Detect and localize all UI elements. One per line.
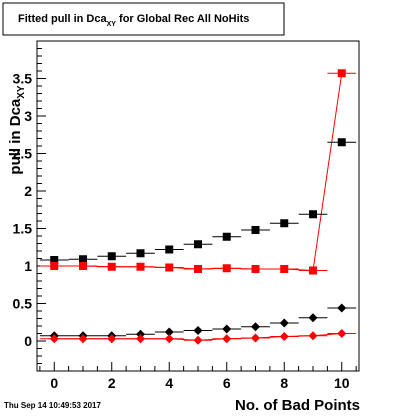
diamond-marker (193, 326, 203, 335)
y-tick-label: 3.5 (13, 71, 33, 87)
diamond-marker (251, 322, 260, 332)
data-marks (39, 69, 357, 345)
chart-title-subscript: XY (107, 21, 117, 28)
y-tick-label: 0.5 (13, 296, 33, 312)
square-marker (79, 255, 87, 264)
y-tick-label: 2 (24, 183, 32, 199)
diamond-marker (49, 334, 59, 344)
diamond-marker (279, 318, 289, 328)
diamond-marker (78, 334, 88, 344)
square-marker (136, 249, 145, 258)
timestamp: Thu Sep 14 10:49:53 2017 (4, 401, 101, 410)
diamond-marker (337, 329, 347, 338)
y-tick-label: 3 (24, 108, 32, 124)
x-tick-label: 0 (50, 375, 58, 391)
square-marker (50, 262, 59, 270)
square-marker (309, 266, 317, 275)
square-marker (194, 240, 202, 249)
diamond-marker (222, 334, 232, 344)
square-marker (50, 256, 59, 264)
square-marker (107, 262, 116, 271)
diamond-marker (308, 313, 318, 323)
square-marker (251, 265, 260, 273)
square-marker (136, 262, 145, 271)
square-marker (309, 210, 317, 219)
y-tick-label: 1.5 (13, 221, 33, 237)
y-axis-title-main: pull in Dca (7, 98, 24, 175)
diamond-marker (107, 334, 117, 344)
x-tick-label: 6 (223, 375, 231, 391)
diamond-marker (279, 332, 289, 341)
axes: 0 2 4 6 8 10 0 0.5 1 1.5 2 2.5 3 3.5 (13, 48, 357, 391)
diamond-marker (251, 333, 260, 343)
diamond-marker (164, 334, 174, 344)
diamond-marker (136, 334, 145, 344)
x-tick-label: 10 (334, 375, 350, 391)
square-marker (280, 219, 289, 228)
y-tick-label: 2.5 (13, 146, 33, 162)
square-marker (165, 263, 174, 272)
square-marker (165, 245, 174, 254)
x-tick-label: 4 (165, 375, 173, 391)
square-marker (337, 69, 346, 78)
diamond-marker (193, 335, 203, 345)
x-tick-label: 8 (280, 375, 288, 391)
fit-lines (54, 73, 343, 341)
chart-title-main: Fitted pull in Dca (18, 13, 107, 25)
diamond-marker (308, 331, 318, 341)
chart-title-rest: for Global Rec All NoHits (116, 13, 249, 25)
square-marker (337, 138, 346, 147)
square-marker (280, 265, 289, 273)
y-tick-label: 0 (24, 333, 32, 349)
diamond-marker (337, 303, 347, 313)
square-marker (194, 265, 202, 273)
square-marker (79, 262, 87, 270)
chart-title: Fitted pull in DcaXY for Global Rec All … (18, 13, 249, 28)
x-tick-label: 2 (108, 375, 116, 391)
plot-frame (36, 40, 360, 372)
y-axis-title: pull in DcaXY (7, 85, 27, 175)
y-tick-label: 1 (24, 258, 32, 274)
diamond-marker (222, 324, 232, 334)
square-marker (251, 226, 260, 234)
square-marker (107, 252, 116, 261)
square-marker (222, 264, 231, 273)
title-box (2, 2, 285, 36)
square-marker (222, 232, 231, 241)
y-axis-title-subscript: XY (16, 85, 27, 99)
x-axis-title: No. of Bad Points (235, 397, 360, 414)
diamond-marker (164, 327, 174, 337)
